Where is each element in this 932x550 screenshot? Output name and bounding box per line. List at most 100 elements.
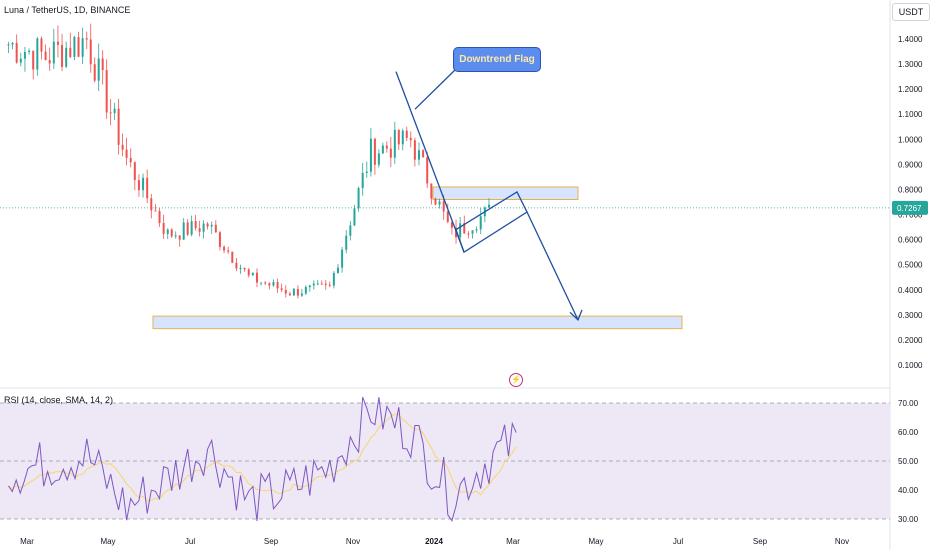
x-tick-label: May — [100, 537, 115, 546]
candle-body — [381, 145, 384, 154]
candle-body — [312, 283, 315, 286]
candle-body — [194, 221, 197, 229]
candle-body — [85, 38, 88, 40]
candle-body — [105, 70, 108, 113]
price-tick-label: 0.4000 — [898, 286, 923, 295]
candle-body — [214, 224, 217, 233]
candle-body — [137, 180, 140, 191]
price-tick-label: 0.6000 — [898, 236, 923, 245]
candle-body — [81, 38, 84, 57]
rsi-tick-label: 30.00 — [898, 515, 919, 524]
rsi-tick-label: 50.00 — [898, 457, 919, 466]
candle-body — [324, 283, 327, 285]
candle-body — [202, 223, 205, 232]
candle-body — [154, 210, 157, 212]
candle-body — [101, 58, 104, 71]
candle-body — [7, 44, 10, 46]
candle-body — [97, 58, 100, 81]
candle-body — [463, 223, 466, 234]
candle-body — [292, 288, 295, 296]
candle-body — [276, 282, 279, 289]
downtrend-flag-callout[interactable]: Downtrend Flag — [453, 47, 541, 72]
candle-body — [442, 201, 445, 212]
candle-body — [345, 235, 348, 250]
candle-body — [296, 288, 299, 296]
flag-channel — [455, 191, 528, 254]
candle-body — [235, 262, 238, 269]
candle-body — [328, 284, 331, 286]
candle-body — [336, 267, 339, 273]
candle-body — [450, 221, 453, 228]
candle-body — [361, 172, 364, 189]
price-tick-label: 0.5000 — [898, 261, 923, 270]
candle-body — [170, 229, 173, 237]
target-zone — [152, 315, 683, 330]
candle-body — [284, 290, 287, 294]
candle-body — [479, 216, 482, 230]
candle-body — [357, 188, 360, 209]
candle-body — [280, 288, 283, 291]
candle-body — [247, 269, 250, 276]
candle-body — [255, 272, 258, 283]
candle-body — [385, 145, 388, 149]
candle-body — [190, 221, 193, 235]
currency-badge[interactable]: USDT — [892, 3, 930, 21]
candle-body — [69, 47, 72, 57]
candle-body — [459, 223, 462, 238]
candle-body — [15, 42, 18, 63]
candle-body — [409, 137, 412, 141]
last-price-label: 0.7267 — [897, 204, 922, 213]
candle-body — [11, 42, 14, 45]
candle-body — [316, 283, 319, 285]
projection-arrowhead — [569, 309, 583, 321]
x-tick-label: Mar — [20, 537, 34, 546]
candle-body — [28, 50, 31, 52]
candle-body — [332, 272, 335, 286]
candle-body — [178, 235, 181, 240]
candle-body — [365, 171, 368, 173]
price-tick-label: 1.4000 — [898, 35, 923, 44]
x-tick-label: Sep — [264, 537, 279, 546]
candle-body — [434, 198, 437, 205]
price-tick-label: 0.9000 — [898, 160, 923, 169]
candle-body — [353, 208, 356, 226]
candle-body — [413, 140, 416, 160]
candle-body — [349, 225, 352, 236]
candle-body — [150, 198, 153, 211]
candle-body — [320, 283, 323, 285]
candle-body — [65, 47, 68, 67]
lightning-icon[interactable]: ⚡ — [509, 373, 523, 387]
candle-body — [393, 129, 396, 158]
flag-pole-line — [395, 71, 465, 253]
candle-body — [117, 108, 120, 145]
candle-body — [251, 272, 254, 276]
x-tick-label: May — [588, 537, 603, 546]
candle-body — [40, 38, 43, 52]
candle-body — [109, 112, 112, 114]
candle-body — [56, 41, 59, 45]
last-price-badge — [892, 200, 928, 215]
price-tick-label: 0.1000 — [898, 361, 923, 370]
price-tick-label: 0.7000 — [898, 211, 923, 220]
candle-body — [125, 149, 128, 158]
callout-pointer — [414, 69, 456, 110]
candle-body — [121, 144, 124, 150]
candle-body — [166, 229, 169, 234]
candle-body — [373, 138, 376, 165]
candle-body — [300, 293, 303, 296]
candle-body — [377, 153, 380, 165]
candle-body — [73, 37, 76, 57]
candle-body — [264, 282, 267, 284]
candle-body — [32, 50, 35, 70]
candle-body — [218, 232, 221, 247]
candle-body — [77, 37, 80, 57]
candle-body — [260, 282, 263, 284]
candle-body — [93, 64, 96, 81]
x-tick-label: Nov — [346, 537, 360, 546]
candle-body — [389, 148, 392, 158]
candle-body — [467, 233, 470, 235]
x-tick-label: Mar — [506, 537, 520, 546]
x-tick-label: Nov — [835, 537, 849, 546]
rsi-tick-label: 60.00 — [898, 428, 919, 437]
